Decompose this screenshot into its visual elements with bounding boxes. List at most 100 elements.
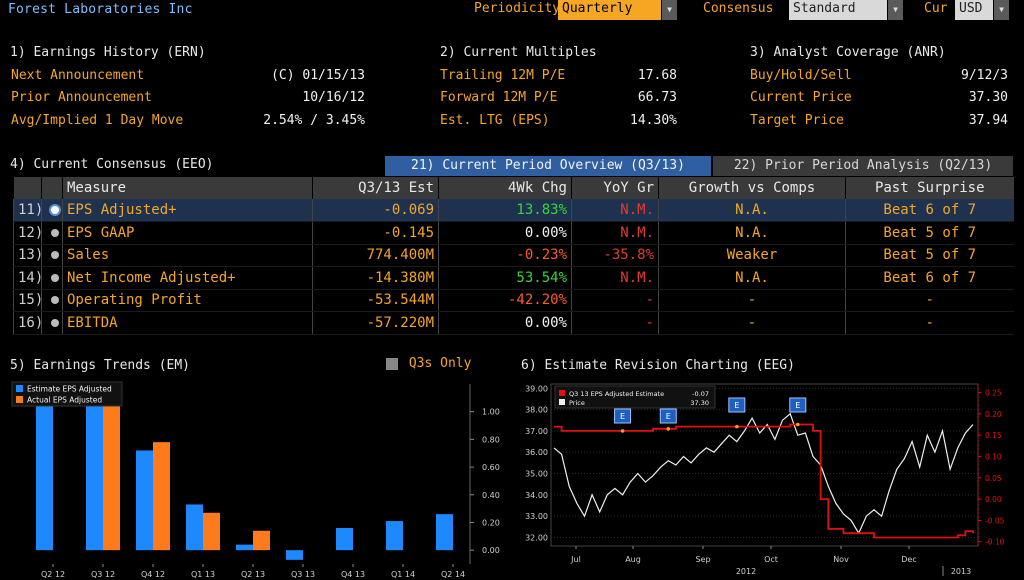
tab-current-period[interactable]: 21) Current Period Overview (Q3/13) (385, 156, 711, 176)
tab-prior-period[interactable]: 22) Prior Period Analysis (Q2/13) (713, 156, 1013, 176)
table-row[interactable]: 11) EPS Adjusted+ -0.069 13.83% N.M. N.A. Beat… (13, 199, 1014, 222)
column-header-est[interactable]: Q3/13 Est (312, 177, 439, 199)
left-tick-label: 33.00 (525, 512, 548, 521)
surprise-cell: Beat 5 of 7 (845, 244, 1014, 267)
event-marker-label: E (620, 412, 625, 421)
radio-cell (41, 311, 63, 335)
estimate-cell: 774.400M (312, 244, 439, 267)
right-tick-label: 0.20 (985, 410, 1002, 419)
left-tick-label: 32.00 (525, 533, 548, 542)
bar-actual (153, 442, 170, 551)
radio-cell (41, 266, 63, 290)
forward-pe-value: 66.73 (637, 90, 677, 105)
x-year-label: 2012 (736, 567, 756, 576)
comps-cell: - (658, 311, 846, 335)
legend-label: Actual EPS Adjusted (27, 396, 102, 405)
x-tick-label: Jul (570, 555, 581, 564)
periodicity-dropdown-icon[interactable]: ▼ (662, 0, 677, 20)
event-marker-icon (659, 408, 677, 424)
earnings-trends-title[interactable]: 5) Earnings Trends (EM) (10, 358, 191, 373)
right-tick-label: -0.05 (985, 516, 1005, 525)
radio-icon[interactable] (51, 318, 59, 327)
left-tick-label: 38.00 (525, 406, 548, 415)
bar-estimate (86, 395, 103, 551)
estimate-cell: -0.145 (312, 221, 439, 245)
legend-value: -0.07 (692, 390, 709, 398)
estimate-revision-title[interactable]: 6) Estimate Revision Charting (EEG) (521, 358, 795, 373)
table-row[interactable]: 12) EPS GAAP -0.145 0.00% N.M. N.A. Beat 5 of … (13, 221, 1014, 245)
surprise-cell: Beat 6 of 7 (845, 199, 1014, 222)
radio-icon[interactable] (51, 296, 59, 305)
bar-estimate (336, 528, 353, 551)
column-header-surprise[interactable]: Past Surprise (845, 177, 1014, 199)
q3s-only-toggle[interactable]: Q3s Only (386, 356, 471, 371)
surprise-cell: - (845, 289, 1014, 312)
day-move-label: Avg/Implied 1 Day Move (11, 113, 184, 128)
y-tick-label: 0.00 (482, 546, 500, 555)
prior-announcement-label: Prior Announcement (11, 90, 152, 105)
table-row[interactable]: 13) Sales 774.400M -0.23% -35.8% Weaker Beat 5… (13, 244, 1014, 267)
event-marker-label: E (734, 401, 739, 410)
consensus-select[interactable]: Standard (789, 0, 887, 20)
bar-estimate (136, 450, 153, 551)
estimate-cell: -14.380M (312, 266, 439, 290)
table-header-row: Measure Q3/13 Est 4Wk Chg YoY Gr Growth … (13, 177, 1014, 199)
radio-cell (41, 289, 63, 312)
bar-actual (203, 512, 220, 551)
measure-cell: Sales (62, 244, 313, 267)
currency-dropdown-icon[interactable]: ▼ (994, 0, 1009, 20)
currency-select[interactable]: USD (955, 0, 993, 20)
comps-cell: N.A. (658, 221, 846, 245)
legend-label: Price (569, 399, 585, 407)
estimate-dot (620, 429, 625, 433)
consensus-dropdown-icon[interactable]: ▼ (888, 0, 903, 20)
table-row[interactable]: 14) Net Income Adjusted+ -14.380M 53.54% N.M… (13, 266, 1014, 290)
current-multiples-title[interactable]: 2) Current Multiples (440, 45, 597, 60)
comps-cell: N.A. (658, 199, 846, 222)
change-cell: 13.83% (438, 199, 572, 222)
measure-cell: EPS Adjusted+ (62, 199, 313, 222)
periodicity-select[interactable]: Quarterly (558, 0, 661, 20)
row-number: 14) (13, 266, 43, 290)
chart-legend: Q3 13 EPS Adjusted Estimate -0.07 Price 37.… (554, 385, 716, 409)
y-tick-label: 0.40 (482, 491, 500, 500)
left-tick-label: 36.00 (525, 448, 548, 457)
column-header-comps[interactable]: Growth vs Comps (658, 177, 846, 199)
radio-icon[interactable] (51, 273, 59, 282)
x-year-label: 2013 (951, 567, 971, 576)
event-marker-label: E (666, 412, 671, 421)
current-consensus-title[interactable]: 4) Current Consensus (EEO) (10, 157, 214, 172)
currency-label: Cur (924, 1, 948, 16)
earnings-history-title[interactable]: 1) Earnings History (ERN) (10, 45, 206, 60)
radio-icon[interactable] (51, 251, 59, 260)
buy-hold-sell-label: Buy/Hold/Sell (750, 68, 852, 83)
target-price-value: 37.94 (968, 113, 1008, 128)
radio-icon[interactable] (51, 228, 59, 237)
estimate-dot (666, 426, 671, 431)
x-tick-label: Q2 13 (241, 570, 265, 579)
y-tick-label: 0.20 (482, 518, 500, 527)
analyst-coverage-title[interactable]: 3) Analyst Coverage (ANR) (750, 45, 946, 60)
measure-cell: Net Income Adjusted+ (62, 266, 313, 290)
x-tick-label: Q2 12 (41, 570, 65, 579)
column-header-chg[interactable]: 4Wk Chg (438, 177, 572, 199)
table-row[interactable]: 16) EBITDA -57.220M 0.00% - - - (13, 311, 1014, 335)
current-price-label: Current Price (750, 90, 852, 105)
column-header-measure[interactable]: Measure (62, 177, 313, 199)
consensus-label: Consensus (703, 1, 774, 16)
comps-cell: N.A. (658, 266, 846, 290)
row-number: 12) (13, 221, 43, 245)
table-row[interactable]: 15) Operating Profit -53.544M -42.20% - - - (13, 289, 1014, 312)
radio-icon[interactable] (51, 206, 59, 214)
x-tick-label: Dec (901, 555, 916, 564)
checkbox-icon[interactable] (386, 357, 398, 370)
estimate-line (554, 423, 974, 539)
estimate-cell: -53.544M (312, 289, 439, 312)
yoy-cell: -35.8% (571, 244, 659, 267)
row-number: 16) (13, 311, 43, 335)
bar-estimate (36, 397, 53, 551)
bar-estimate (436, 514, 453, 551)
column-header-yoy[interactable]: YoY Gr (571, 177, 659, 199)
right-tick-label: -0.10 (985, 538, 1005, 547)
x-tick-label: Q3 13 (291, 570, 315, 579)
